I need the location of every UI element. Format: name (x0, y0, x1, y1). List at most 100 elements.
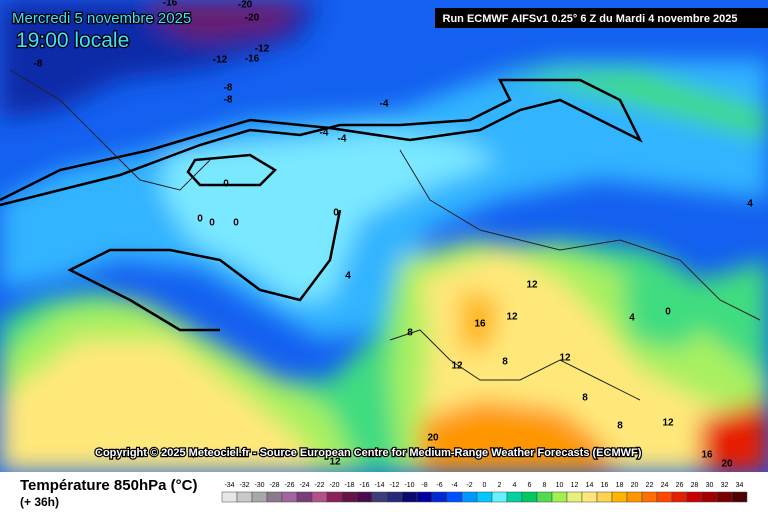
contour-label: 8 (407, 328, 413, 339)
contour-label: -20 (245, 13, 260, 24)
scale-label: 26 (676, 482, 684, 489)
copyright: Copyright © 2025 Meteociel.fr - Source E… (95, 447, 642, 459)
scale-label: 6 (528, 482, 532, 489)
contour-label: -16 (163, 0, 178, 9)
contour-label: -4 (320, 128, 329, 139)
contour-label: 0 (665, 307, 671, 318)
scale-swatch (296, 491, 313, 503)
band-26 (700, 400, 768, 472)
contour-label: 0 (233, 218, 239, 229)
contour-label: 16 (474, 319, 486, 330)
scale-swatch (371, 491, 388, 503)
contour-label: 0 (209, 218, 215, 229)
scale-swatch (551, 491, 568, 503)
cold-pool (620, 280, 710, 350)
contour-label: 12 (451, 361, 463, 372)
scale-label: 34 (736, 482, 744, 489)
scale-swatch (401, 491, 418, 503)
scale-label: 30 (706, 482, 714, 489)
scale-swatch (581, 491, 598, 503)
scale-label: 10 (556, 482, 564, 489)
contour-label: 4 (747, 199, 753, 210)
contour-label: -12 (213, 55, 228, 66)
scale-label: -8 (421, 482, 427, 489)
scale-swatch (686, 491, 703, 503)
scale-label: -4 (451, 482, 457, 489)
contour-label: -20 (238, 0, 253, 11)
contour-label: 4 (629, 313, 635, 324)
scale-label: 0 (483, 482, 487, 489)
run-info: Run ECMWF AIFSv1 0.25° 6 Z du Mardi 4 no… (443, 13, 738, 25)
contour-label: -8 (224, 95, 233, 106)
scale-swatch (671, 491, 688, 503)
scale-swatch (701, 491, 718, 503)
scale-swatch (356, 491, 373, 503)
contour-label: 0 (223, 179, 229, 190)
scale-swatch (656, 491, 673, 503)
scale-swatch (431, 491, 448, 503)
scale-label: 32 (721, 482, 729, 489)
very-cold-region (150, 0, 300, 40)
color-scale: -34 -32 -30 -28 -26 -24 -22 -20 -18 -16 -14 -12 -10-… (221, 482, 748, 503)
scale-label: 18 (616, 482, 624, 489)
contour-label: 4 (345, 271, 351, 282)
scale-swatch (521, 491, 538, 503)
contour-label: 12 (526, 280, 538, 291)
scale-swatch (491, 491, 508, 503)
scale-label: -2 (466, 482, 472, 489)
contour-label: 0 (197, 214, 203, 225)
scale-label: -24 (299, 482, 309, 489)
contour-label: -8 (224, 83, 233, 94)
contour-label: 12 (506, 312, 518, 323)
contour-label: 8 (502, 357, 508, 368)
contour-label: -8 (34, 59, 43, 70)
scale-swatch (341, 491, 358, 503)
scale-swatch (596, 491, 613, 503)
contour-label: 20 (427, 433, 439, 444)
scale-label: -10 (404, 482, 414, 489)
scale-swatch (716, 491, 733, 503)
scale-label: -20 (329, 482, 339, 489)
contour-label: 0 (333, 208, 339, 219)
scale-swatch (506, 491, 523, 503)
scale-label: -6 (436, 482, 442, 489)
coastline (9, 69, 211, 191)
contour-label: 12 (559, 353, 571, 364)
scale-label: 24 (661, 482, 669, 489)
contour-label: 20 (721, 459, 733, 470)
scale-label: -14 (374, 482, 384, 489)
zero-contour (67, 209, 342, 332)
warm-spot (460, 290, 500, 350)
scale-swatch (476, 491, 493, 503)
scale-label: 4 (513, 482, 517, 489)
scale-swatch (251, 491, 268, 503)
scale-label: 28 (691, 482, 699, 489)
scale-label: 14 (586, 482, 594, 489)
contour-label: -4 (380, 99, 389, 110)
scale-label: -30 (254, 482, 264, 489)
contour-label: -4 (338, 134, 347, 145)
scale-swatch (566, 491, 583, 503)
scale-label: -12 (389, 482, 399, 489)
run-box (435, 8, 768, 28)
scale-label: 12 (571, 482, 579, 489)
scale-label: -28 (269, 482, 279, 489)
contour-label: 16 (701, 450, 713, 461)
contour-label: -12 (255, 44, 270, 55)
scale-swatch (386, 491, 403, 503)
zero-contour (0, 78, 643, 207)
band-20 (420, 400, 620, 472)
scale-label: 2 (498, 482, 502, 489)
scale-label: -18 (344, 482, 354, 489)
band-12-west (0, 340, 320, 472)
scale-swatch (611, 491, 628, 503)
scale-swatch (326, 491, 343, 503)
contour-label: 12 (662, 418, 674, 429)
scale-label: -34 (224, 482, 234, 489)
date: Mercredi 5 novembre 2025 (12, 10, 191, 27)
scale-swatch (281, 491, 298, 503)
contour-label: -16 (245, 54, 260, 65)
scale-label: 20 (631, 482, 639, 489)
scale-swatch (641, 491, 658, 503)
scale-swatch (266, 491, 283, 503)
